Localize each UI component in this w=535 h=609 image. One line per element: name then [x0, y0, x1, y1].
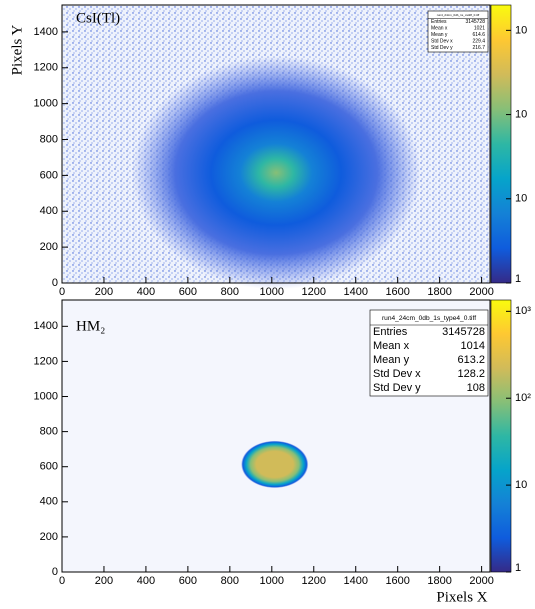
y-tick-label: 400 [40, 205, 58, 217]
x-tick-label: 1000 [260, 286, 284, 298]
z-tick-label: 10 [515, 24, 527, 36]
stats-name: Entries [431, 19, 447, 25]
stats-value: 613.2 [457, 354, 485, 366]
y-tick-label: 800 [40, 133, 58, 145]
stats-title: run4_24cm_0db_1s_type4_0.tiff [382, 315, 476, 322]
stats-value: 1014 [461, 340, 485, 352]
x-tick-label: 0 [59, 286, 65, 298]
stats-value: 229.4 [472, 39, 485, 45]
stats-name: Std Dev y [431, 45, 453, 51]
stats-name: Std Dev y [373, 382, 421, 394]
x-tick-label: 0 [59, 575, 65, 587]
stats-name: Entries [373, 326, 408, 338]
y-tick-label: 600 [40, 461, 58, 473]
panel-label: CsI(Tl) [76, 10, 120, 26]
stats-title: run4_24cm_0db_1s_csi28_0.tiff [437, 13, 480, 17]
stats-name: Mean y [373, 354, 410, 366]
z-tick-label: 10³ [515, 305, 531, 317]
x-tick-label: 600 [179, 575, 197, 587]
x-tick-label: 200 [95, 286, 113, 298]
stats-box [369, 309, 489, 397]
stats-value: 216.7 [472, 45, 485, 51]
x-tick-label: 1200 [302, 575, 326, 587]
stats-value: 108 [467, 382, 485, 394]
x-tick-label: 200 [95, 575, 113, 587]
x-tick-label: 2000 [469, 286, 493, 298]
x-tick-label: 800 [221, 286, 239, 298]
z-tick-label: 1 [515, 562, 521, 574]
y-tick-label: 1400 [34, 26, 58, 38]
x-tick-label: 2000 [469, 575, 493, 587]
x-tick-label: 400 [137, 575, 155, 587]
plot-frame [61, 4, 491, 284]
panel-label: HM₂ [76, 318, 105, 334]
stats-value: 3145728 [466, 19, 486, 25]
x-tick-label: 400 [137, 286, 155, 298]
stats-value: 614.6 [472, 32, 485, 38]
x-tick-label: 1600 [385, 575, 409, 587]
y-tick-label: 1400 [34, 320, 58, 332]
x-tick-label: 1400 [343, 575, 367, 587]
x-tick-label: 1800 [427, 575, 451, 587]
y-tick-label: 400 [40, 496, 58, 508]
y-tick-label: 800 [40, 426, 58, 438]
y-tick-label: 0 [52, 277, 58, 289]
z-tick-label: 10 [515, 193, 527, 205]
intensity-blob [241, 440, 309, 489]
y-tick-label: 0 [52, 566, 58, 578]
x-tick-label: 1200 [302, 286, 326, 298]
x-tick-label: 1000 [260, 575, 284, 587]
x-tick-label: 1400 [343, 286, 367, 298]
plot-frame [61, 299, 491, 573]
x-tick-label: 600 [179, 286, 197, 298]
z-tick-label: 10² [515, 392, 531, 404]
colorbar [490, 4, 512, 284]
stats-value: 3145728 [442, 326, 485, 338]
y-tick-label: 1000 [34, 98, 58, 110]
stats-name: Mean y [431, 32, 448, 38]
x-tick-label: 800 [221, 575, 239, 587]
stats-name: Std Dev x [431, 39, 453, 45]
z-tick-label: 1 [515, 273, 521, 285]
colorbar [490, 299, 512, 573]
y-axis-title: Pixels Y [9, 24, 25, 75]
y-tick-label: 1000 [34, 390, 58, 402]
y-tick-label: 200 [40, 531, 58, 543]
x-tick-label: 1600 [385, 286, 409, 298]
stats-value: 128.2 [457, 368, 485, 380]
y-tick-label: 200 [40, 241, 58, 253]
y-tick-label: 600 [40, 169, 58, 181]
x-axis-title: Pixels X [436, 589, 487, 605]
x-tick-label: 1800 [427, 286, 451, 298]
stats-name: Std Dev x [373, 368, 421, 380]
stats-name: Mean x [431, 26, 448, 32]
z-tick-label: 10 [515, 108, 527, 120]
z-tick-label: 10 [515, 479, 527, 491]
intensity-blob [131, 56, 421, 290]
y-tick-label: 1200 [34, 355, 58, 367]
stats-name: Mean x [373, 340, 410, 352]
stats-value: 1021 [474, 26, 485, 32]
y-tick-label: 1200 [34, 62, 58, 74]
stats-box [427, 10, 489, 53]
